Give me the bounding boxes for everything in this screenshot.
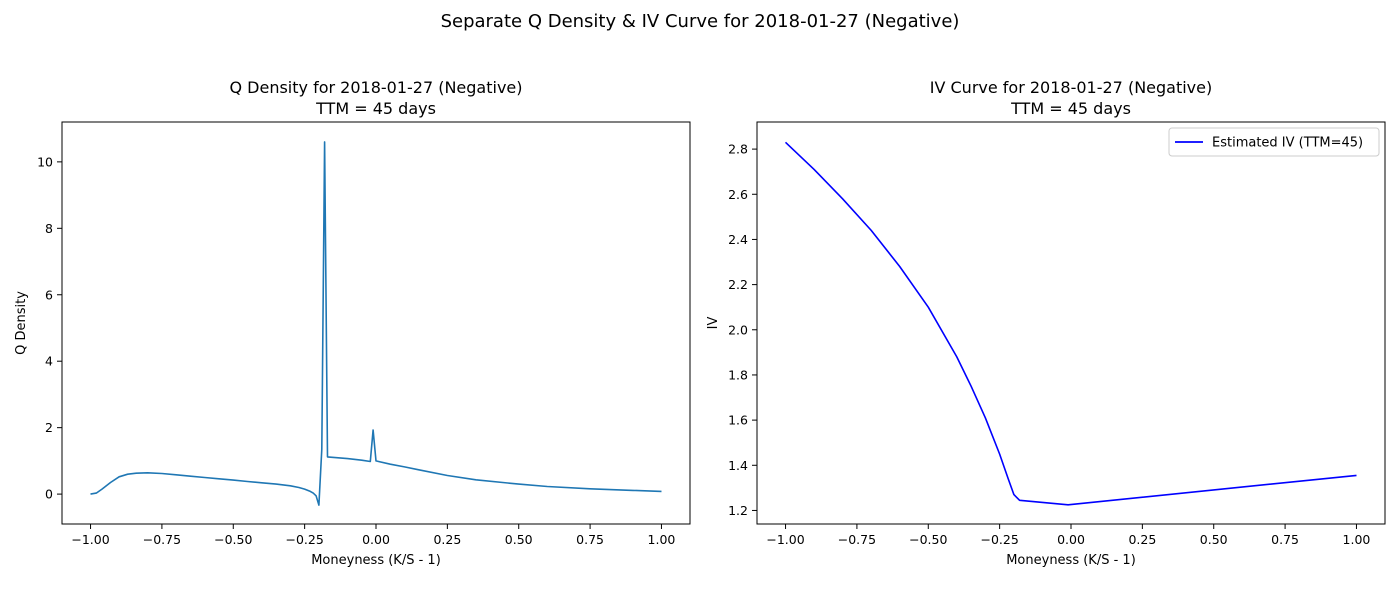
q-density-ytick-label: 4 — [45, 354, 53, 369]
q-density-ytick-label: 2 — [45, 420, 53, 435]
figure-suptitle: Separate Q Density & IV Curve for 2018-0… — [441, 11, 960, 32]
iv-curve-ytick-label: 1.6 — [728, 413, 748, 428]
iv-curve-ytick-label: 2.6 — [728, 187, 748, 202]
q-density-xtick-label: 0.25 — [433, 532, 461, 547]
q-density-xtick-label: 0.00 — [362, 532, 390, 547]
iv-curve-subtitle: TTM = 45 days — [1010, 99, 1131, 118]
iv-curve-xtick-label: 1.00 — [1343, 532, 1371, 547]
iv-curve-xtick-label: −0.25 — [980, 532, 1018, 547]
q-density-ytick-label: 8 — [45, 221, 53, 236]
iv-curve-legend-label: Estimated IV (TTM=45) — [1212, 136, 1363, 151]
q-density-ytick-label: 6 — [45, 287, 53, 302]
q-density-ytick-label: 0 — [45, 487, 53, 502]
q-density-xtick-label: 0.75 — [576, 532, 604, 547]
iv-curve-ytick-label: 2.2 — [728, 277, 748, 292]
iv-curve-ytick-label: 1.8 — [728, 367, 748, 382]
iv-curve-ylabel: IV — [706, 317, 721, 330]
iv-curve-xtick-label: −0.75 — [838, 532, 876, 547]
q-density-axes-frame — [61, 121, 691, 525]
iv-curve-series-line — [784, 141, 1357, 506]
q-density-ytick-label: 10 — [37, 154, 53, 169]
iv-curve-legend-box — [1168, 127, 1380, 157]
iv-curve-ytick-label: 1.2 — [728, 503, 748, 518]
q-density-xtick-label: 1.00 — [648, 532, 676, 547]
iv-curve-xtick-label: 0.50 — [1200, 532, 1228, 547]
q-density-xtick-label: −0.25 — [285, 532, 323, 547]
iv-curve-chart: IV Curve for 2018-01-27 (Negative) TTM = … — [706, 78, 1386, 568]
q-density-subtitle: TTM = 45 days — [315, 99, 436, 118]
iv-curve-ytick-label: 2.4 — [728, 232, 748, 247]
q-density-xtick-label: −1.00 — [71, 532, 109, 547]
iv-curve-xtick-label: −0.50 — [909, 532, 947, 547]
iv-curve-ytick-label: 1.4 — [728, 458, 748, 473]
q-density-xtick-label: −0.50 — [214, 532, 252, 547]
q-density-title: Q Density for 2018-01-27 (Negative) — [229, 78, 522, 97]
iv-curve-xtick-label: 0.75 — [1271, 532, 1299, 547]
q-density-series-line — [90, 141, 662, 506]
iv-curve-ytick-label: 2.0 — [728, 322, 748, 337]
iv-curve-xlabel: Moneyness (K/S - 1) — [1006, 553, 1136, 568]
iv-curve-xtick-label: −1.00 — [766, 532, 804, 547]
iv-curve-xtick-label: 0.00 — [1057, 532, 1085, 547]
iv-curve-ytick-label: 2.8 — [728, 142, 748, 157]
iv-curve-legend: Estimated IV (TTM=45) — [1168, 127, 1380, 157]
q-density-xtick-label: 0.50 — [505, 532, 533, 547]
iv-curve-axes-frame — [756, 121, 1386, 525]
iv-curve-xtick-label: 0.25 — [1128, 532, 1156, 547]
q-density-xlabel: Moneyness (K/S - 1) — [311, 553, 441, 568]
q-density-chart: Q Density for 2018-01-27 (Negative) TTM =… — [14, 78, 691, 568]
q-density-xtick-label: −0.75 — [143, 532, 181, 547]
iv-curve-title: IV Curve for 2018-01-27 (Negative) — [930, 78, 1212, 97]
q-density-ylabel: Q Density — [14, 291, 29, 355]
